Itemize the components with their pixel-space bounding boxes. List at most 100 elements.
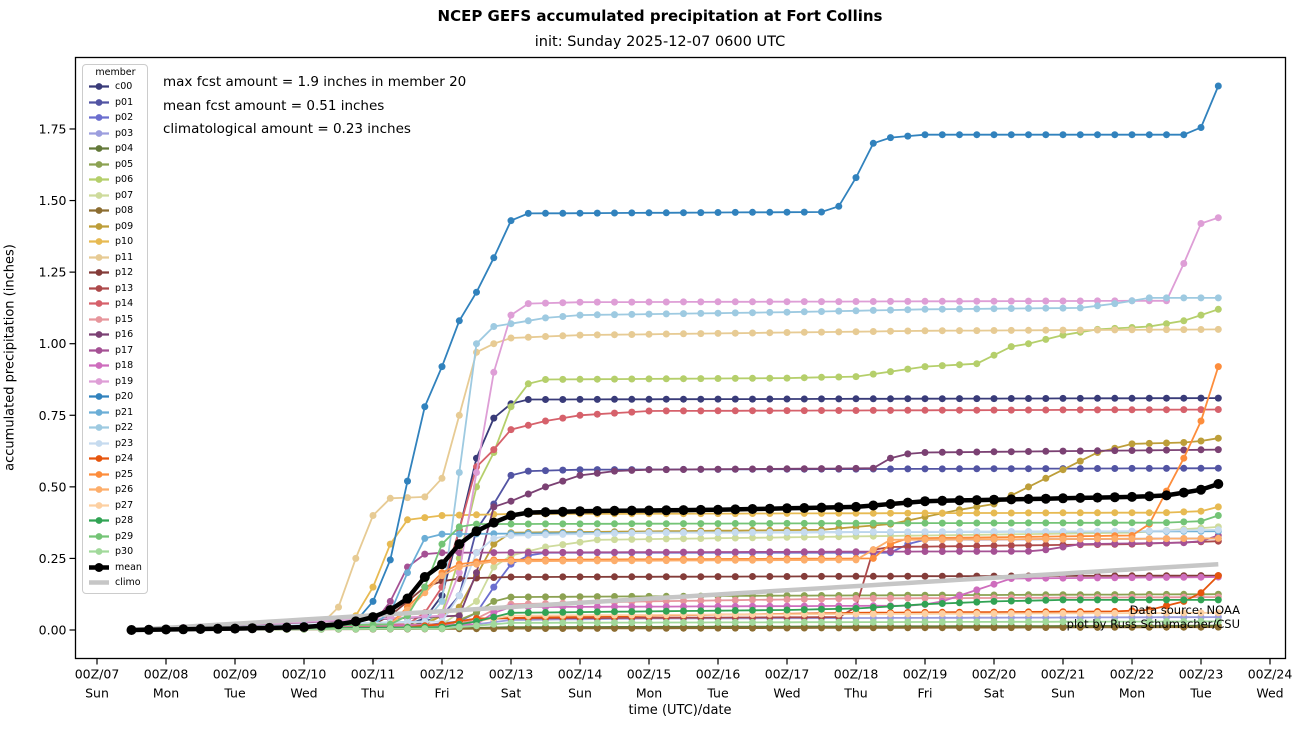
marker-p08 (766, 624, 774, 632)
marker-mean (540, 507, 551, 518)
marker-p20 (1076, 131, 1084, 139)
marker-p17 (938, 548, 946, 555)
marker-p16 (1042, 447, 1050, 455)
marker-p29 (990, 519, 998, 527)
marker-p11 (800, 328, 808, 336)
marker-p26 (1076, 535, 1084, 543)
marker-c00 (1059, 394, 1067, 402)
marker-p11 (938, 327, 946, 335)
marker-p12 (680, 573, 687, 581)
marker-p26 (680, 557, 687, 564)
legend: member c00 p01 p02 p03 p04 p05 p06 p07 p08 p09 p10… (82, 64, 148, 594)
marker-p20 (818, 208, 825, 216)
marker-p08 (559, 625, 567, 632)
marker-p17 (542, 548, 549, 556)
marker-p22 (507, 320, 515, 328)
marker-p12 (542, 573, 549, 581)
marker-p29 (421, 583, 429, 591)
marker-p06 (1180, 317, 1188, 325)
legend-label-p15: p15 (115, 313, 134, 325)
marker-c00 (938, 395, 946, 403)
marker-p08 (1145, 623, 1153, 631)
marker-p13 (1025, 541, 1032, 549)
legend-label-p23: p23 (115, 437, 134, 449)
legend-item-climo: climo (88, 575, 147, 591)
marker-p10 (921, 509, 929, 517)
marker-p27 (1145, 609, 1153, 617)
marker-p26 (507, 557, 515, 565)
marker-p30 (783, 618, 791, 626)
marker-mean (230, 623, 240, 634)
legend-label-p06: p06 (115, 174, 134, 186)
marker-p30 (904, 618, 912, 626)
marker-p16 (576, 471, 584, 479)
marker-p19 (662, 298, 670, 306)
marker-p29 (800, 519, 808, 527)
marker-p20 (938, 131, 946, 139)
legend-item-p14: p14 (88, 296, 147, 312)
marker-p30 (766, 618, 774, 626)
marker-p26 (645, 557, 653, 565)
marker-p17 (438, 549, 446, 557)
marker-p22 (1042, 304, 1050, 312)
marker-p18 (1145, 574, 1153, 581)
marker-p23 (697, 529, 705, 536)
marker-p19 (1007, 297, 1015, 305)
marker-p08 (990, 624, 998, 632)
marker-p21 (438, 530, 446, 538)
legend-label-p19: p19 (115, 375, 134, 387)
legend-swatch-p05 (89, 160, 109, 168)
marker-p11 (1197, 326, 1205, 333)
marker-p22 (1214, 294, 1222, 302)
marker-p01 (1025, 465, 1032, 473)
marker-p06 (956, 361, 963, 369)
legend-label-p22: p22 (115, 422, 134, 434)
marker-p16 (1076, 447, 1084, 455)
marker-p06 (576, 375, 584, 383)
marker-p17 (611, 548, 618, 556)
marker-p19 (835, 298, 843, 306)
marker-p08 (1094, 623, 1101, 631)
marker-p22 (938, 305, 946, 313)
marker-p26 (1042, 535, 1050, 543)
marker-p07 (714, 534, 722, 542)
marker-p12 (921, 572, 929, 580)
marker-mean (1144, 491, 1155, 502)
marker-p06 (766, 374, 774, 382)
legend-item-p01: p01 (88, 95, 147, 111)
marker-p16 (662, 466, 670, 474)
x-tick-weekday: Mon (153, 686, 179, 701)
marker-p09 (1180, 439, 1188, 446)
marker-p27 (990, 610, 998, 618)
marker-p12 (559, 573, 567, 581)
marker-p16 (628, 466, 636, 474)
marker-p08 (1214, 623, 1222, 631)
y-tick-label: 1.25 (39, 265, 67, 280)
x-tick-weekday: Thu (843, 686, 867, 701)
marker-p29 (455, 523, 463, 531)
marker-p30 (1059, 618, 1067, 626)
marker-p23 (1042, 528, 1050, 535)
marker-p05 (542, 593, 549, 601)
legend-item-p10: p10 (88, 234, 147, 250)
x-tick-weekday: Sun (568, 686, 592, 701)
marker-p20 (869, 139, 877, 147)
marker-p20 (800, 208, 808, 216)
marker-p06 (507, 403, 515, 411)
legend-label-p11: p11 (115, 251, 134, 263)
marker-mean (402, 593, 413, 604)
marker-p17 (956, 547, 963, 555)
marker-p15 (783, 596, 791, 603)
marker-p17 (731, 548, 739, 556)
marker-p16 (990, 448, 998, 456)
marker-mean (350, 616, 361, 627)
legend-item-p18: p18 (88, 358, 147, 374)
annotation-mean: mean fcst amount = 0.51 inches (163, 97, 385, 114)
marker-p07 (731, 534, 739, 542)
marker-p30 (386, 625, 394, 633)
marker-p26 (731, 556, 739, 564)
x-tick-weekday: Mon (1119, 686, 1145, 701)
marker-p14 (628, 408, 636, 416)
marker-c00 (645, 395, 653, 403)
marker-p29 (524, 520, 532, 528)
